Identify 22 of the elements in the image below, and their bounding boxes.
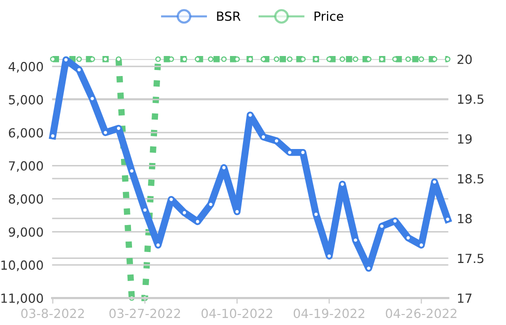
y-tick-label: 6,000	[8, 128, 43, 139]
y2-tick-label: 19	[458, 134, 472, 144]
y-tick-label: 7,000	[9, 161, 43, 172]
x-tick-label: 03-27-2022	[109, 308, 180, 318]
legend-label: BSR	[217, 11, 241, 21]
y-tick-label: 4,000	[8, 62, 43, 73]
x-tick-label: 04-26-2022	[386, 308, 456, 318]
y-tick-label: 10,000	[1, 260, 43, 272]
y2-tick-label: 18.5	[458, 174, 484, 184]
y-tick-label: 8,000	[8, 194, 43, 205]
y-tick-label: 9,000	[8, 227, 43, 238]
legend-label: Price	[314, 11, 344, 21]
y-tick-label: 11,000	[1, 293, 43, 304]
x-tick-label: 03-8-2022	[21, 308, 84, 318]
y2-tick-label: 18	[458, 214, 472, 224]
y-tick-label: 5,000	[8, 94, 43, 106]
x-tick-label: 04-19-2022	[294, 308, 364, 318]
y2-tick-label: 17	[458, 294, 472, 303]
y2-tick-label: 17.5	[458, 254, 484, 264]
x-tick-label: 04-10-2022	[202, 308, 272, 318]
y2-tick-label: 20	[458, 54, 472, 64]
y2-tick-label: 19.5	[458, 94, 484, 104]
